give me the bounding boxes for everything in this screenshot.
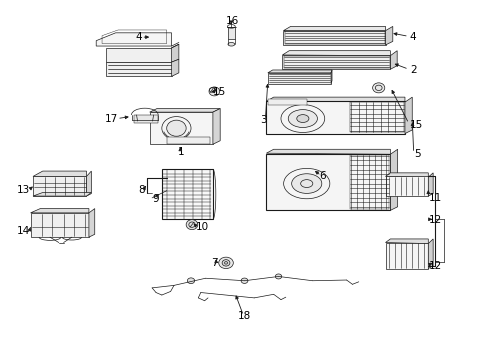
Text: 16: 16 <box>225 16 239 26</box>
Polygon shape <box>282 51 389 56</box>
Text: 4: 4 <box>136 32 142 42</box>
Polygon shape <box>30 208 89 213</box>
Polygon shape <box>86 171 91 196</box>
Text: 1: 1 <box>178 147 184 157</box>
Polygon shape <box>427 173 432 196</box>
Text: 4: 4 <box>409 32 416 42</box>
Polygon shape <box>330 70 331 84</box>
Text: 18: 18 <box>237 311 251 321</box>
Bar <box>283 31 385 45</box>
Polygon shape <box>267 70 331 73</box>
Bar <box>385 176 427 196</box>
Polygon shape <box>385 173 427 177</box>
Text: 7: 7 <box>211 258 217 268</box>
Text: 5: 5 <box>414 149 421 159</box>
Polygon shape <box>266 97 404 102</box>
Polygon shape <box>149 109 220 112</box>
Ellipse shape <box>218 257 233 269</box>
Ellipse shape <box>296 114 308 122</box>
Ellipse shape <box>291 174 321 193</box>
Ellipse shape <box>166 120 186 136</box>
Bar <box>227 27 234 39</box>
Polygon shape <box>212 109 220 144</box>
Text: 13: 13 <box>17 185 30 195</box>
Bar <box>30 213 89 237</box>
Bar <box>282 55 389 69</box>
Bar <box>149 112 212 144</box>
Text: 15: 15 <box>212 87 225 98</box>
Text: 15: 15 <box>409 120 422 130</box>
Polygon shape <box>389 51 396 69</box>
Text: 9: 9 <box>152 194 159 203</box>
Polygon shape <box>389 149 397 210</box>
Ellipse shape <box>275 274 281 279</box>
Text: 12: 12 <box>428 215 442 225</box>
Polygon shape <box>96 33 171 46</box>
Polygon shape <box>106 62 171 76</box>
Bar <box>267 73 330 84</box>
Text: 6: 6 <box>318 171 325 181</box>
Text: 17: 17 <box>104 114 118 124</box>
Ellipse shape <box>227 42 234 46</box>
Bar <box>267 99 306 105</box>
Ellipse shape <box>208 87 219 96</box>
Polygon shape <box>171 59 179 76</box>
Text: 8: 8 <box>138 185 144 195</box>
Ellipse shape <box>287 110 317 127</box>
Text: 10: 10 <box>196 222 208 232</box>
Bar <box>284 56 389 68</box>
Polygon shape <box>385 26 392 45</box>
Polygon shape <box>266 149 389 154</box>
Text: 11: 11 <box>428 193 442 203</box>
Text: 3: 3 <box>259 115 266 125</box>
Bar <box>350 155 388 208</box>
Ellipse shape <box>222 260 229 266</box>
Bar <box>266 102 404 134</box>
Bar <box>162 169 212 219</box>
Bar <box>285 31 384 44</box>
Text: 12: 12 <box>428 261 442 271</box>
Polygon shape <box>404 97 411 134</box>
Ellipse shape <box>187 278 194 284</box>
Bar <box>266 154 389 210</box>
Polygon shape <box>427 239 432 269</box>
Text: 14: 14 <box>17 226 30 236</box>
Polygon shape <box>33 171 86 176</box>
Ellipse shape <box>372 83 384 93</box>
Ellipse shape <box>241 278 247 283</box>
Bar <box>385 243 427 269</box>
Polygon shape <box>33 193 91 196</box>
Polygon shape <box>89 208 95 237</box>
Polygon shape <box>283 26 385 31</box>
Bar <box>350 102 403 132</box>
Polygon shape <box>106 48 171 62</box>
Polygon shape <box>171 44 179 62</box>
Polygon shape <box>385 239 427 244</box>
Text: 2: 2 <box>409 65 416 75</box>
Bar <box>166 137 210 144</box>
Bar <box>33 176 86 196</box>
Bar <box>133 115 158 123</box>
Ellipse shape <box>186 220 198 230</box>
